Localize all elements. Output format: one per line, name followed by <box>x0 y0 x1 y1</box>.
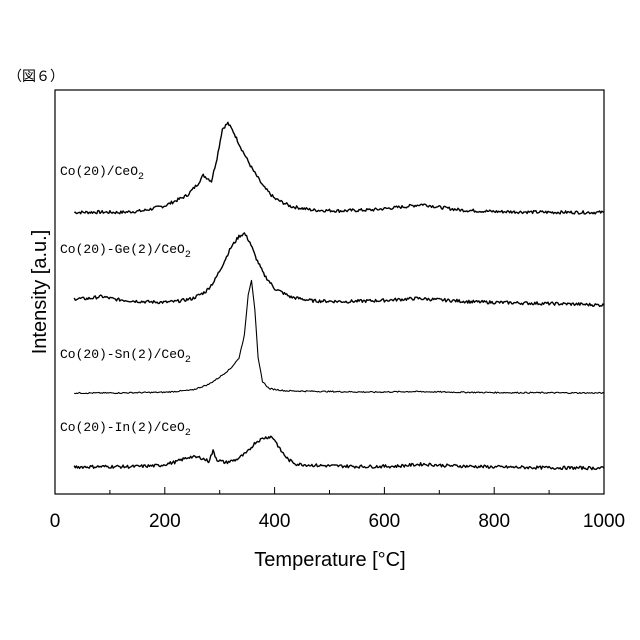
series-label-4: Co(20)-In(2)/CeO2 <box>60 420 191 439</box>
series-line-3 <box>74 279 605 395</box>
series-line-1 <box>74 121 605 215</box>
x-tick-label: 200 <box>149 511 181 532</box>
x-axis-ticks: 0 200 400 600 800 1000 <box>50 487 625 532</box>
series-line-4 <box>73 435 605 471</box>
x-tick-label: 600 <box>369 511 401 532</box>
y-axis-title: Intensity [a.u.] <box>29 230 51 355</box>
series-label-3: Co(20)-Sn(2)/CeO2 <box>60 347 191 366</box>
x-axis-title: Temperature [°C] <box>254 549 405 571</box>
series-label-2: Co(20)-Ge(2)/CeO2 <box>60 242 191 261</box>
x-tick-label: 800 <box>478 511 510 532</box>
x-tick-label: 1000 <box>583 511 625 532</box>
series-labels: Co(20)/CeO2 Co(20)-Ge(2)/CeO2 Co(20)-Sn(2)… <box>60 164 191 439</box>
x-tick-label: 400 <box>259 511 291 532</box>
series-layer <box>73 121 605 471</box>
x-tick-label: 0 <box>50 511 61 532</box>
series-label-1: Co(20)/CeO2 <box>60 164 144 183</box>
series-line-2 <box>73 232 605 308</box>
figure-label: （図６） <box>8 69 64 85</box>
